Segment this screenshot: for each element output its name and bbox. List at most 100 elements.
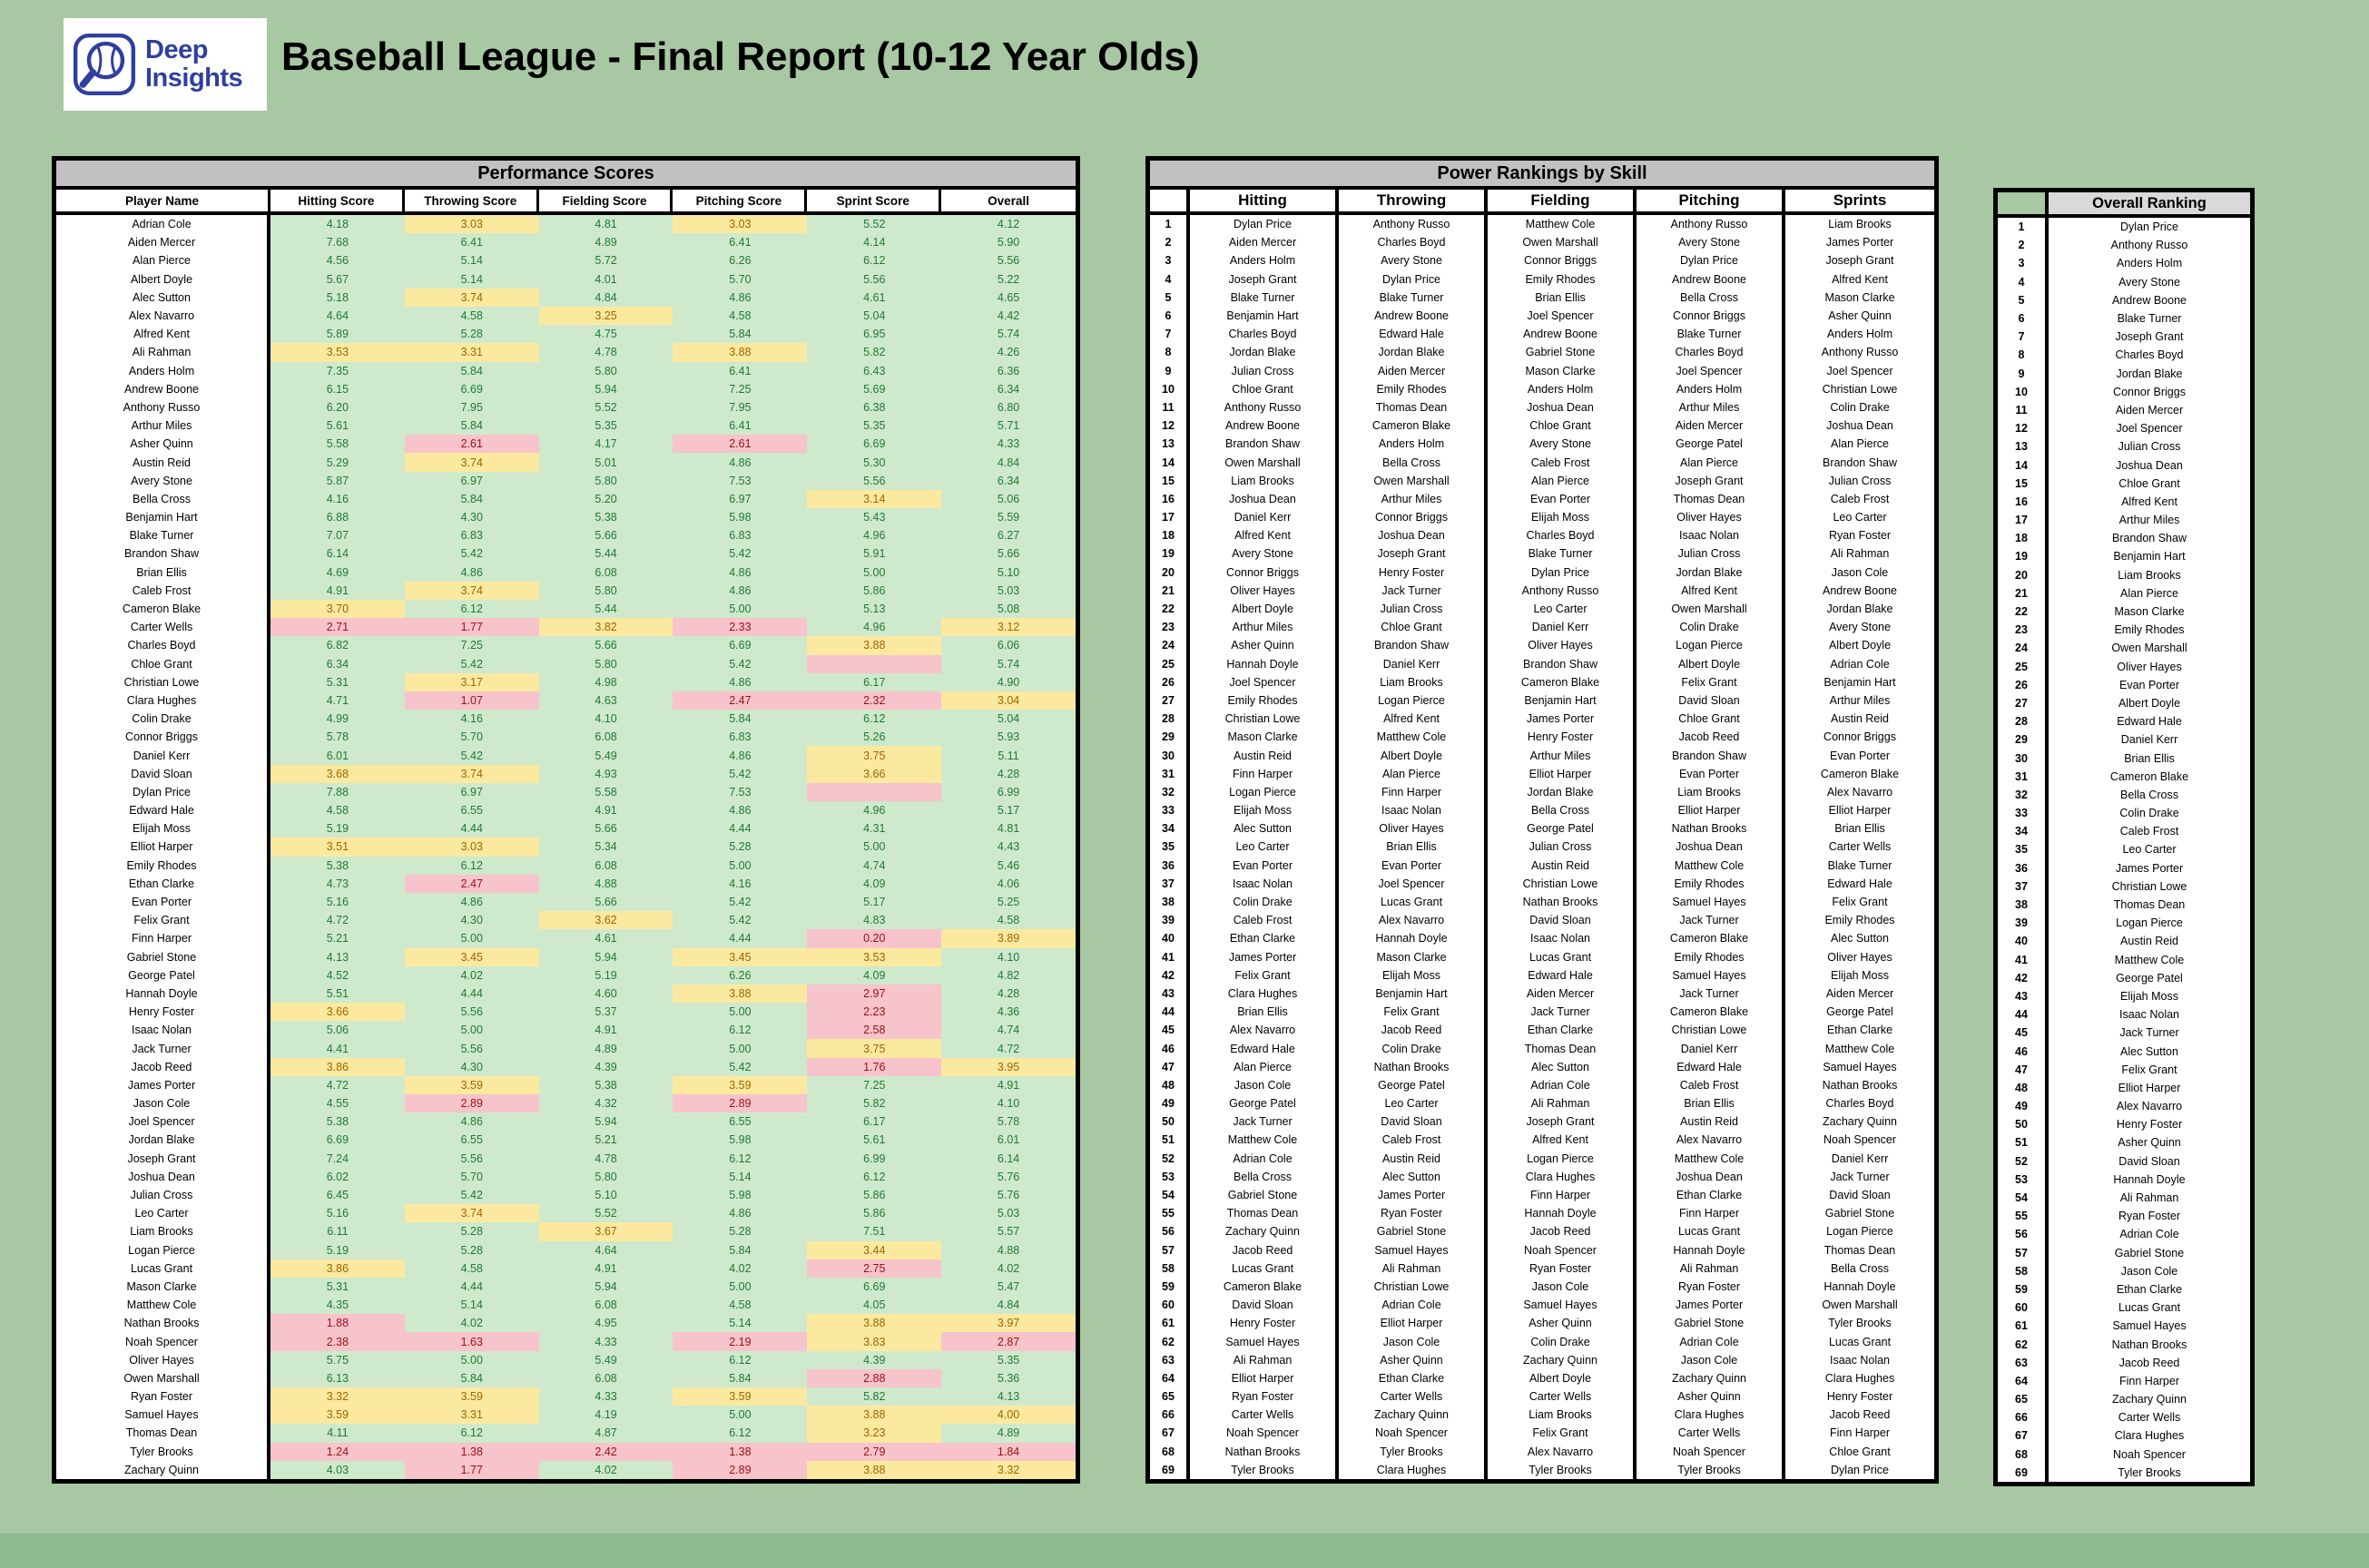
score-cell[interactable]: 4.86 bbox=[673, 672, 808, 691]
score-cell[interactable]: 6.41 bbox=[673, 416, 808, 436]
score-cell[interactable]: 4.30 bbox=[404, 1057, 539, 1076]
ranked-player-cell[interactable]: Jack Turner bbox=[2049, 1024, 2250, 1043]
rank-cell[interactable]: 37 bbox=[1150, 874, 1186, 893]
rank-cell[interactable]: 69 bbox=[1150, 1460, 1186, 1479]
player-name-cell[interactable]: Joseph Grant bbox=[56, 1149, 270, 1168]
ranked-player-cell[interactable]: Andrew Boone bbox=[1785, 581, 1934, 600]
ranked-player-cell[interactable]: Ryan Foster bbox=[1488, 1259, 1633, 1278]
rank-cell[interactable]: 18 bbox=[1998, 529, 2045, 548]
ranked-player-cell[interactable]: Logan Pierce bbox=[1190, 782, 1335, 801]
rank-cell[interactable]: 20 bbox=[1150, 563, 1186, 582]
player-name-cell[interactable]: Hannah Doyle bbox=[56, 984, 270, 1004]
score-cell[interactable]: 6.12 bbox=[404, 599, 539, 619]
rank-cell[interactable]: 25 bbox=[1150, 654, 1186, 673]
ranked-player-cell[interactable]: Alan Pierce bbox=[1488, 471, 1633, 490]
score-cell[interactable]: 3.74 bbox=[404, 453, 539, 472]
ranked-player-cell[interactable]: Aiden Mercer bbox=[1339, 361, 1484, 380]
score-cell[interactable]: 6.11 bbox=[270, 1222, 405, 1241]
score-cell[interactable]: 4.91 bbox=[538, 1259, 673, 1278]
player-name-cell[interactable]: Carter Wells bbox=[56, 618, 270, 637]
score-cell[interactable]: 5.94 bbox=[538, 947, 673, 966]
score-cell[interactable]: 6.08 bbox=[538, 856, 673, 875]
ranked-player-cell[interactable]: Jack Turner bbox=[1339, 581, 1484, 600]
ranked-player-cell[interactable]: David Sloan bbox=[1488, 911, 1633, 930]
score-cell[interactable]: 6.41 bbox=[404, 233, 539, 252]
player-name-cell[interactable]: Noah Spencer bbox=[56, 1332, 270, 1351]
player-name-cell[interactable]: Jack Turner bbox=[56, 1039, 270, 1058]
ranked-player-cell[interactable]: Aiden Mercer bbox=[2049, 400, 2250, 420]
ranked-player-cell[interactable]: Caleb Frost bbox=[2049, 822, 2250, 841]
score-cell[interactable]: 4.39 bbox=[807, 1350, 942, 1369]
score-cell[interactable]: 5.06 bbox=[270, 1021, 405, 1040]
score-cell[interactable]: 5.66 bbox=[538, 892, 673, 912]
ranked-player-cell[interactable]: David Sloan bbox=[1637, 691, 1782, 710]
ranked-player-cell[interactable]: Thomas Dean bbox=[2049, 895, 2250, 915]
score-cell[interactable]: 6.34 bbox=[270, 654, 405, 673]
score-cell[interactable]: 4.02 bbox=[673, 1259, 808, 1278]
ranked-player-cell[interactable]: Dylan Price bbox=[2049, 218, 2250, 237]
score-cell[interactable]: 5.17 bbox=[941, 801, 1076, 820]
score-cell[interactable]: 5.42 bbox=[673, 892, 808, 912]
ranked-player-cell[interactable]: Felix Grant bbox=[2049, 1060, 2250, 1079]
ranked-player-cell[interactable]: Austin Reid bbox=[1637, 1112, 1782, 1132]
ranked-player-cell[interactable]: Charles Boyd bbox=[1339, 233, 1484, 252]
ranked-player-cell[interactable]: Anders Holm bbox=[2049, 254, 2250, 273]
score-cell[interactable]: 4.72 bbox=[941, 1039, 1076, 1058]
ranked-player-cell[interactable]: George Patel bbox=[1785, 1003, 1934, 1022]
rank-cell[interactable]: 33 bbox=[1998, 804, 2045, 823]
score-cell[interactable]: 2.75 bbox=[807, 1259, 942, 1278]
ranked-player-cell[interactable]: Oliver Hayes bbox=[1785, 947, 1934, 966]
ranked-player-cell[interactable]: Ethan Clarke bbox=[2049, 1279, 2250, 1299]
score-cell[interactable]: 5.66 bbox=[538, 636, 673, 655]
player-name-cell[interactable]: Edward Hale bbox=[56, 801, 270, 820]
score-cell[interactable]: 5.59 bbox=[941, 508, 1076, 527]
ranked-player-cell[interactable]: David Sloan bbox=[1785, 1185, 1934, 1205]
ranked-player-cell[interactable]: Finn Harper bbox=[1785, 1424, 1934, 1443]
score-cell[interactable]: 4.10 bbox=[941, 947, 1076, 966]
ranked-player-cell[interactable]: Tyler Brooks bbox=[1190, 1460, 1335, 1479]
ranked-player-cell[interactable]: Cameron Blake bbox=[1339, 416, 1484, 436]
ranked-player-cell[interactable]: Isaac Nolan bbox=[1785, 1350, 1934, 1369]
ranked-player-cell[interactable]: Chloe Grant bbox=[1488, 416, 1633, 436]
ranked-player-cell[interactable]: Nathan Brooks bbox=[1190, 1442, 1335, 1461]
player-name-cell[interactable]: Nathan Brooks bbox=[56, 1314, 270, 1333]
rank-cell[interactable]: 8 bbox=[1150, 343, 1186, 362]
score-cell[interactable]: 5.61 bbox=[807, 1131, 942, 1150]
ranked-player-cell[interactable]: Logan Pierce bbox=[2049, 914, 2250, 933]
ranked-player-cell[interactable]: Aiden Mercer bbox=[1637, 416, 1782, 436]
ranked-player-cell[interactable]: Nathan Brooks bbox=[1339, 1057, 1484, 1076]
ranked-player-cell[interactable]: Jack Turner bbox=[1488, 1003, 1633, 1022]
ranked-player-cell[interactable]: Elijah Moss bbox=[1339, 965, 1484, 985]
player-name-cell[interactable]: Joshua Dean bbox=[56, 1167, 270, 1186]
ranked-player-cell[interactable]: Isaac Nolan bbox=[1637, 526, 1782, 545]
ranked-player-cell[interactable]: Ethan Clarke bbox=[1785, 1021, 1934, 1040]
ranked-player-cell[interactable]: Nathan Brooks bbox=[1637, 819, 1782, 838]
ranked-player-cell[interactable]: Hannah Doyle bbox=[1190, 654, 1335, 673]
player-name-cell[interactable]: George Patel bbox=[56, 965, 270, 985]
ranked-player-cell[interactable]: Samuel Hayes bbox=[1339, 1240, 1484, 1259]
ranked-player-cell[interactable]: Chloe Grant bbox=[1637, 710, 1782, 729]
rank-cell[interactable]: 46 bbox=[1998, 1042, 2045, 1061]
score-cell[interactable]: 6.17 bbox=[807, 672, 942, 691]
ranked-player-cell[interactable]: Mason Clarke bbox=[1339, 947, 1484, 966]
rank-cell[interactable]: 59 bbox=[1150, 1277, 1186, 1297]
ranked-player-cell[interactable]: Caleb Frost bbox=[1488, 453, 1633, 472]
ranked-player-cell[interactable]: Samuel Hayes bbox=[2049, 1317, 2250, 1336]
ranked-player-cell[interactable]: Colin Drake bbox=[1339, 1039, 1484, 1058]
score-cell[interactable]: 2.88 bbox=[807, 1368, 942, 1387]
rank-cell[interactable]: 52 bbox=[1150, 1149, 1186, 1168]
score-cell[interactable]: 4.75 bbox=[538, 325, 673, 344]
ranked-player-cell[interactable]: Matthew Cole bbox=[1785, 1039, 1934, 1058]
score-cell[interactable]: 5.38 bbox=[538, 508, 673, 527]
score-cell[interactable]: 4.32 bbox=[538, 1094, 673, 1113]
ranked-player-cell[interactable]: David Sloan bbox=[2049, 1152, 2250, 1171]
rank-cell[interactable]: 44 bbox=[1150, 1003, 1186, 1022]
score-cell[interactable]: 3.25 bbox=[538, 306, 673, 326]
rank-cell[interactable]: 58 bbox=[1150, 1259, 1186, 1278]
score-cell[interactable]: 5.70 bbox=[404, 728, 539, 747]
ranked-player-cell[interactable]: Clara Hughes bbox=[1339, 1460, 1484, 1479]
ranked-player-cell[interactable]: Logan Pierce bbox=[1637, 636, 1782, 655]
score-cell[interactable]: 4.05 bbox=[807, 1296, 942, 1315]
ranked-player-cell[interactable]: George Patel bbox=[1339, 1075, 1484, 1094]
ranked-player-cell[interactable]: Finn Harper bbox=[2049, 1371, 2250, 1390]
